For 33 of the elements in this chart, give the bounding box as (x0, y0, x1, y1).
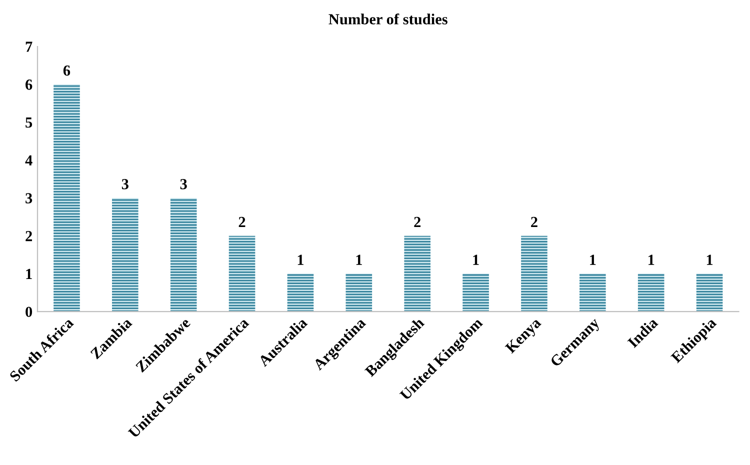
data-label: 3 (180, 179, 187, 190)
y-tick-label: 1 (26, 268, 32, 279)
data-label: 1 (298, 254, 304, 265)
bar (112, 198, 138, 312)
bar (404, 236, 430, 312)
data-label: 1 (648, 254, 654, 265)
bar (638, 274, 664, 312)
chart-title: Number of studies (328, 14, 448, 24)
y-tick-label: 5 (26, 118, 32, 128)
y-tick-label: 0 (26, 306, 32, 317)
bar (580, 274, 606, 312)
y-tick-label: 4 (25, 155, 32, 166)
data-label: 6 (63, 65, 70, 76)
bar (54, 84, 80, 312)
data-label: 1 (356, 254, 362, 265)
bar (228, 236, 256, 312)
data-label: 1 (590, 254, 596, 265)
data-label: 2 (531, 216, 538, 228)
y-tick-label: 3 (26, 193, 32, 204)
data-label: 3 (122, 179, 128, 190)
data-label: 1 (473, 254, 479, 265)
data-label: 2 (238, 216, 246, 228)
bar (346, 274, 372, 312)
y-tick-label: 7 (26, 42, 32, 52)
data-label: 2 (414, 216, 421, 228)
y-tick-label: 2 (26, 231, 32, 242)
bar (696, 274, 723, 312)
bar (521, 236, 548, 312)
bar (462, 274, 489, 312)
y-tick-label: 6 (26, 80, 32, 90)
bar (287, 274, 314, 312)
data-label: 1 (706, 254, 713, 265)
bar (170, 198, 197, 312)
